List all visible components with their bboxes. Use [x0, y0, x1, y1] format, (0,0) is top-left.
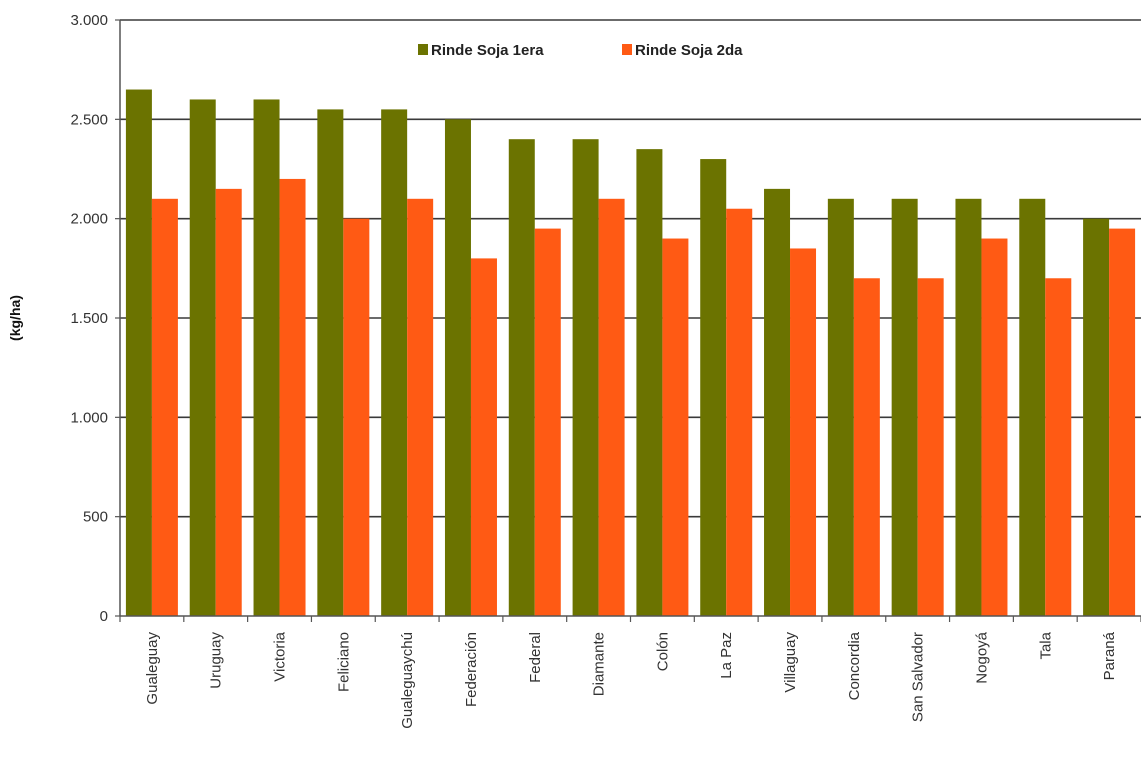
- bar-soja-1era: [827, 198, 854, 617]
- y-tick-label: 2.000: [70, 211, 108, 228]
- legend-swatch-series-2: [622, 44, 632, 55]
- bar-soja-2da: [726, 208, 753, 616]
- x-tick-label: Paraná: [1101, 631, 1118, 680]
- bar-soja-1era: [891, 198, 918, 617]
- bar-soja-2da: [1109, 228, 1136, 616]
- y-tick-label: 500: [83, 509, 108, 526]
- bar-soja-2da: [534, 228, 561, 616]
- bar-soja-1era: [636, 149, 663, 616]
- bar-soja-2da: [470, 258, 497, 616]
- x-tick-label: San Salvador: [910, 632, 927, 722]
- x-tick-labels: Gualeguay Uruguay Victoria Feliciano Gualegu…: [144, 631, 1118, 728]
- bar-soja-2da: [662, 238, 689, 617]
- bar-soja-1era: [508, 139, 535, 616]
- x-tick-label: Nogoyá: [973, 631, 990, 683]
- bar-soja-2da: [853, 278, 880, 616]
- bar-soja-2da: [279, 178, 306, 616]
- legend-swatch-series-1: [418, 44, 428, 55]
- x-tick-label: La Paz: [718, 632, 735, 679]
- legend-label-series-1: Rinde Soja 1era: [431, 42, 544, 59]
- bar-soja-2da: [917, 278, 944, 616]
- x-tick-label: Tala: [1037, 631, 1054, 659]
- y-tick-label: 1.000: [70, 409, 108, 426]
- bar-soja-1era: [764, 188, 791, 616]
- bar-soja-2da: [343, 218, 370, 616]
- x-tick-label: Gualeguaychú: [399, 632, 416, 729]
- y-tick-labels: 0 500 1.000 1.500 2.000 2.500 3.000: [70, 12, 108, 625]
- bar-soja-1era: [381, 109, 408, 617]
- x-tick-label: Feliciano: [335, 632, 352, 692]
- x-tick-label: Uruguay: [208, 632, 225, 689]
- bar-soja-1era: [1083, 218, 1110, 616]
- y-axis-label: (kg/ha): [7, 295, 23, 341]
- axes: [115, 19, 1141, 622]
- bar-soja-1era: [572, 139, 599, 616]
- x-tick-label: Victoria: [272, 631, 289, 681]
- x-tick-label: Villaguay: [782, 632, 799, 693]
- bar-soja-2da: [215, 188, 242, 616]
- x-tick-label: Diamante: [591, 632, 608, 696]
- bar-soja-1era: [955, 198, 982, 617]
- y-tick-label: 1.500: [70, 310, 108, 327]
- legend: Rinde Soja 1era Rinde Soja 2da: [418, 42, 743, 59]
- y-tick-label: 0: [100, 608, 108, 625]
- y-tick-label: 3.000: [70, 12, 108, 29]
- bar-soja-1era: [253, 99, 280, 616]
- x-tick-label: Gualeguay: [144, 632, 161, 705]
- bar-soja-1era: [700, 159, 727, 617]
- bar-soja-1era: [125, 89, 152, 617]
- bar-soja-2da: [981, 238, 1008, 617]
- bar-soja-1era: [189, 99, 216, 616]
- y-tick-label: 2.500: [70, 111, 108, 128]
- legend-label-series-2: Rinde Soja 2da: [635, 42, 743, 59]
- x-tick-label: Colón: [654, 632, 671, 671]
- bar-soja-2da: [1045, 278, 1072, 616]
- bar-soja-1era: [1019, 198, 1046, 617]
- x-tick-label: Federación: [463, 632, 480, 707]
- x-tick-label: Concordia: [846, 631, 863, 700]
- bar-soja-1era: [444, 119, 471, 616]
- bar-soja-2da: [407, 198, 434, 617]
- bar-soja-1era: [317, 109, 344, 617]
- bars: [125, 89, 1136, 617]
- bar-soja-2da: [151, 198, 178, 617]
- bar-soja-2da: [598, 198, 625, 617]
- bar-soja-2da: [790, 248, 817, 616]
- x-tick-label: Federal: [527, 632, 544, 683]
